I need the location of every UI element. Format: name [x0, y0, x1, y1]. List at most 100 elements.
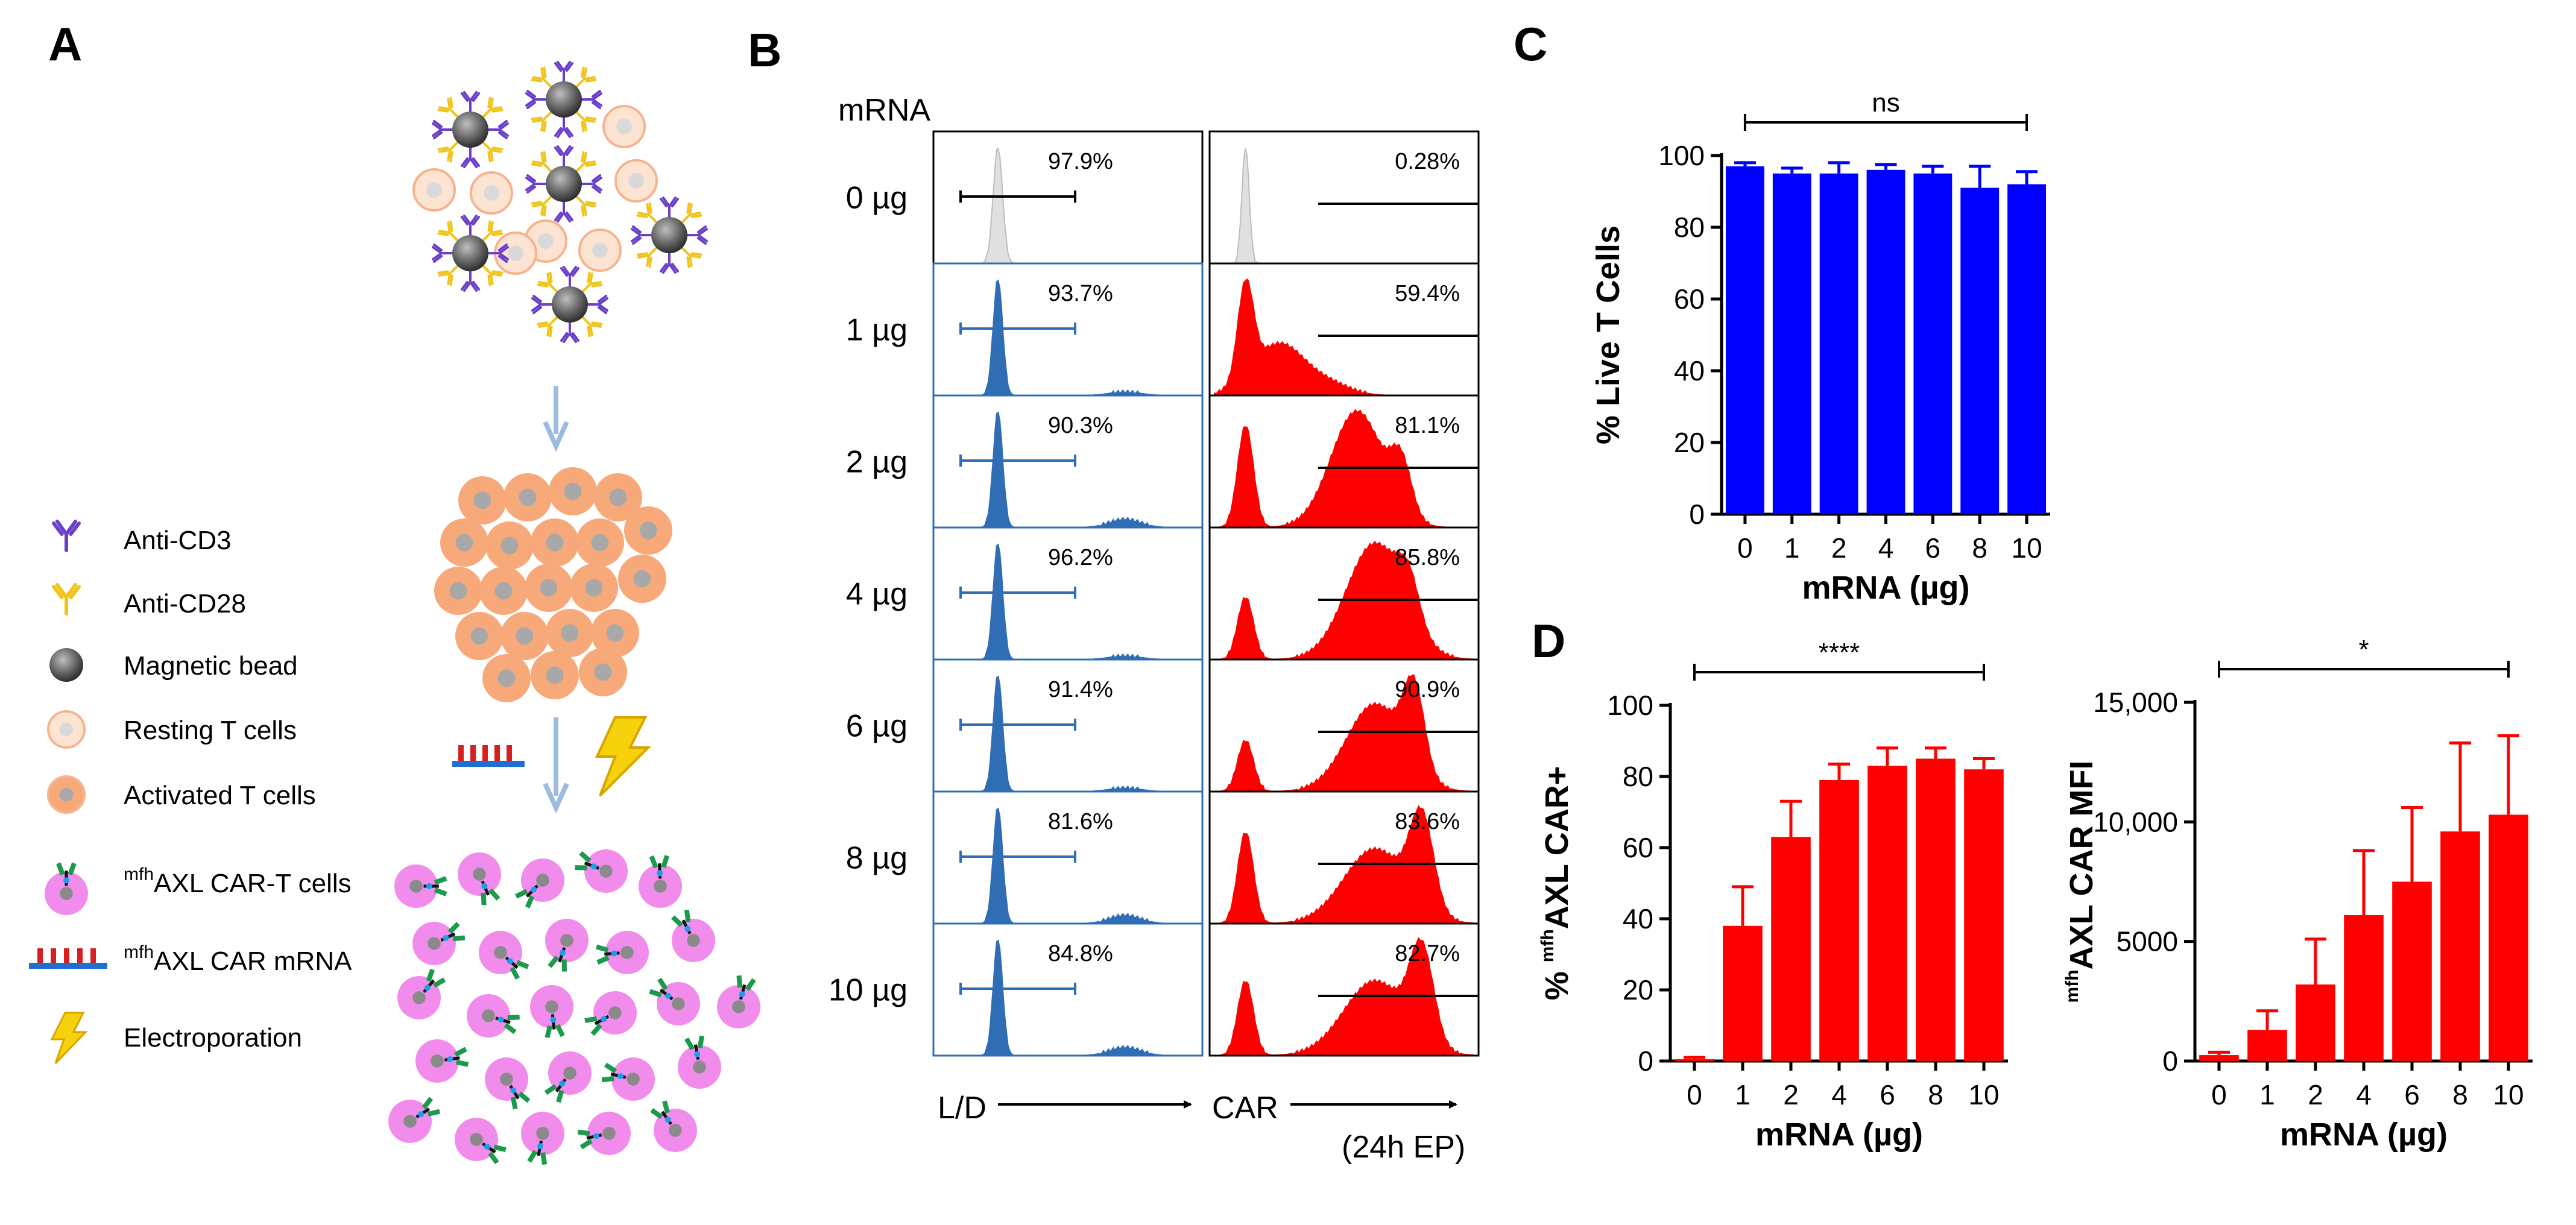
ld-gate: [959, 983, 1076, 995]
antibody-icon: [560, 266, 579, 288]
x-tick-label: 0: [1737, 532, 1753, 564]
activated-cell-icon: [479, 567, 528, 615]
antibody-icon: [681, 247, 702, 268]
activated-cell-icon: [579, 648, 627, 696]
antibody-icon: [432, 244, 453, 263]
dose-label: 10 µg: [829, 973, 908, 1008]
car-cell-icon: [601, 1057, 655, 1101]
car-histogram: 85.8%: [1208, 526, 1480, 661]
dose-label: 8 µg: [846, 841, 908, 876]
bar: [2344, 915, 2384, 1061]
ld-gate: [959, 455, 1076, 467]
bar: [1960, 187, 2000, 514]
activated-cell-icon: [549, 467, 597, 515]
car-histogram: 81.1%: [1208, 394, 1480, 529]
x-tick-label: 10: [2493, 1079, 2524, 1110]
ld-histogram: 97.9%: [932, 130, 1204, 265]
x-label-ld: L/D: [938, 1091, 987, 1126]
car-cell-icon: [394, 864, 447, 908]
bead-icon: [432, 215, 509, 292]
legend-label: Magnetic bead: [124, 651, 298, 681]
antibody-icon: [525, 90, 547, 109]
y-tick-label: 10,000: [2093, 806, 2178, 837]
antibody-icon: [575, 151, 597, 172]
car-histogram-fill: [1214, 674, 1474, 792]
car-cell-icon: [596, 931, 649, 974]
car-cell-icon: [545, 919, 589, 972]
activated-cell-icon: [455, 612, 504, 660]
legend-label: mfhAXL CAR-T cells: [124, 864, 352, 898]
car-cell-icon: [397, 968, 446, 1019]
antibody-icon: [482, 265, 504, 286]
histogram-row: 4 µg 96.2% 85.8%: [846, 526, 1480, 661]
car-histogram: 83.6%: [1208, 790, 1480, 925]
significance-bracket: [1693, 664, 1985, 681]
histogram-row: 10 µg 84.8% 82.7%: [829, 922, 1480, 1057]
car-histogram-fill: [1214, 805, 1474, 924]
bar: [1675, 1059, 1714, 1061]
bar: [1964, 769, 2004, 1061]
activated-cell-icon: [618, 555, 666, 603]
antibody-icon: [437, 265, 459, 286]
antibody-icon: [587, 295, 608, 314]
bar: [2247, 1030, 2287, 1061]
antibody-icon: [531, 295, 553, 314]
ld-percent: 91.4%: [1048, 677, 1113, 702]
car-histogram: 90.9%: [1208, 658, 1480, 793]
antibody-icon: [461, 91, 480, 113]
lightning-icon: [50, 1012, 88, 1065]
car-cell-icon: [671, 909, 715, 962]
significance-bracket: [2218, 661, 2510, 678]
bar: [1916, 758, 1956, 1061]
resting-cell-icon: [578, 228, 622, 272]
activated-cell-icon: [485, 521, 534, 570]
y-tick-label: 100: [1607, 690, 1653, 721]
x-tick-label: 8: [1972, 532, 1987, 564]
legend-label: Anti-CD3: [124, 526, 232, 555]
legend-label: mfhAXL CAR mRNA: [124, 942, 352, 976]
y-tick-label: 60: [1674, 283, 1705, 315]
legend-label: Anti-CD28: [124, 589, 246, 619]
mrna-icon: [29, 948, 107, 969]
antibody-icon: [482, 141, 504, 163]
dose-label: 0 µg: [846, 181, 908, 216]
activated-cell-icon: [525, 564, 573, 612]
bead-icon: [531, 266, 608, 343]
car-cell-icon: [544, 1051, 592, 1103]
activated-cell-icon: [500, 612, 549, 660]
y-tick-label: 20: [1623, 974, 1653, 1006]
significance-label: *: [2358, 635, 2369, 664]
significance-bracket: [1743, 114, 2028, 131]
cell-cluster-car-t: [388, 849, 760, 1165]
y-tick-label: 15,000: [2093, 687, 2178, 718]
mrna-header: mRNA: [838, 93, 930, 128]
y-tick-label: 5000: [2117, 926, 2178, 957]
x-tick-label: 4: [2356, 1079, 2372, 1110]
x-tick-label: 4: [1878, 532, 1894, 564]
x-tick-label: 10: [2011, 532, 2042, 564]
y-tick-label: 80: [1674, 212, 1705, 243]
car-histogram: 82.7%: [1208, 922, 1480, 1057]
histogram-row: 6 µg 91.4% 90.9%: [846, 658, 1480, 793]
ld-percent: 97.9%: [1048, 149, 1113, 174]
x-tick-label: 2: [2308, 1079, 2323, 1110]
x-tick-label: 0: [2211, 1079, 2227, 1110]
antibody-icon: [575, 66, 597, 88]
car-cell-icon: [530, 985, 573, 1039]
footnote-24h-ep: (24h EP): [1342, 1130, 1465, 1165]
car-cell-icon: [515, 858, 564, 909]
bead-icon: [49, 648, 83, 682]
cell-icon: [47, 775, 86, 814]
ld-histogram: 91.4%: [932, 658, 1204, 793]
legend-item: Anti-CD28: [52, 583, 246, 619]
antibody-icon: [575, 111, 597, 133]
panel-letter-c: C: [1514, 17, 1547, 71]
car-percent: 0.28%: [1395, 149, 1460, 174]
car-percent: 83.6%: [1395, 809, 1460, 834]
ld-percent: 90.3%: [1048, 413, 1113, 438]
antibody-icon: [554, 201, 573, 222]
antibody-icon: [537, 316, 558, 338]
y-tick-label: 0: [1689, 499, 1705, 530]
activated-cell-icon: [482, 654, 531, 702]
